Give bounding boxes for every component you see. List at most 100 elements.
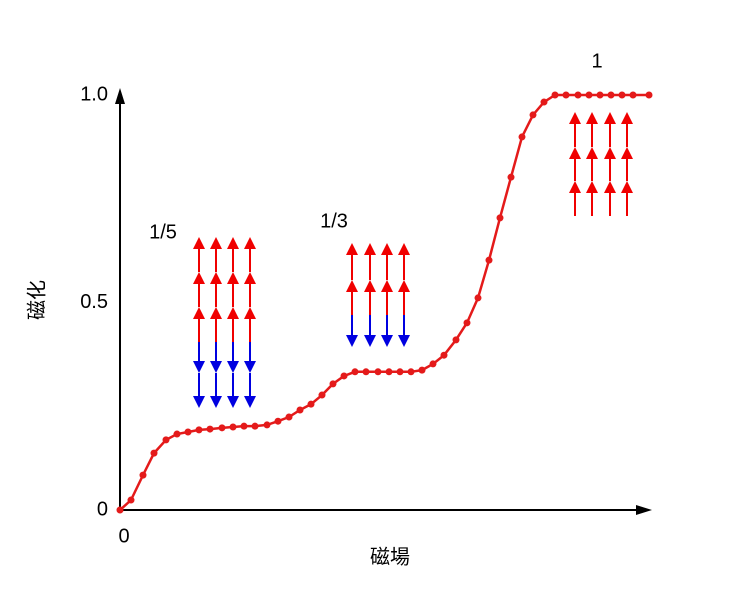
data-point: [195, 426, 203, 434]
spin-arrow-head: [193, 396, 205, 408]
spin-arrow-head: [193, 272, 205, 284]
spin-arrows: [346, 315, 410, 347]
data-point: [585, 91, 593, 99]
spin-arrow-head: [381, 243, 393, 255]
data-point: [418, 366, 426, 374]
spin-arrows: [569, 112, 633, 216]
data-point: [463, 319, 471, 327]
x-axis-arrow: [636, 505, 652, 515]
data-point: [485, 256, 493, 264]
spin-arrow-head: [621, 147, 633, 159]
axes: [115, 88, 652, 515]
annotation: 1/3: [320, 210, 348, 232]
data-point: [396, 368, 404, 376]
spin-arrow-head: [346, 243, 358, 255]
data-point: [562, 91, 570, 99]
spin-arrow-head: [398, 335, 410, 347]
spin-arrow-head: [586, 147, 598, 159]
data-point: [162, 436, 170, 444]
spin-arrow-head: [227, 237, 239, 249]
spin-arrow-head: [244, 307, 256, 319]
data-point: [139, 471, 147, 479]
data-point: [385, 368, 393, 376]
spin-arrow-head: [244, 361, 256, 373]
spin-arrow-head: [193, 237, 205, 249]
spin-arrow-head: [604, 112, 616, 124]
x-tick-label: 0: [118, 525, 129, 547]
data-point: [218, 424, 226, 432]
data-point: [362, 368, 370, 376]
spin-arrow-head: [586, 112, 598, 124]
data-point: [340, 372, 348, 380]
data-point: [318, 391, 326, 399]
x-axis-label: 磁場: [370, 545, 410, 568]
annotation: 1/5: [149, 221, 177, 243]
spin-arrows: [346, 243, 410, 315]
data-point: [429, 360, 437, 368]
data-point: [351, 368, 359, 376]
data-point: [496, 214, 504, 222]
spin-arrow-head: [621, 181, 633, 193]
data-point: [116, 506, 124, 514]
data-point: [474, 294, 482, 302]
spin-arrow-head: [193, 361, 205, 373]
data-point: [440, 351, 448, 359]
data-point: [540, 98, 548, 106]
spin-arrow-head: [244, 272, 256, 284]
data-point: [596, 91, 604, 99]
spin-arrows: [193, 342, 256, 408]
spin-arrow-head: [210, 307, 222, 319]
spin-arrow-head: [227, 396, 239, 408]
y-axis-arrow: [115, 88, 125, 104]
data-point: [407, 368, 415, 376]
data-point: [618, 91, 626, 99]
spin-arrow-head: [381, 280, 393, 292]
data-point: [374, 368, 382, 376]
spin-arrow-head: [364, 335, 376, 347]
spin-arrows: [193, 237, 256, 342]
data-point: [206, 425, 214, 433]
spin-arrow-head: [227, 307, 239, 319]
data-point: [274, 417, 282, 425]
data-point: [629, 91, 637, 99]
spin-arrow-head: [398, 243, 410, 255]
data-point: [184, 428, 192, 436]
data-point: [529, 111, 537, 119]
data-point: [150, 449, 158, 457]
spin-arrow-head: [569, 181, 581, 193]
spin-arrow-head: [244, 237, 256, 249]
data-point: [173, 430, 181, 438]
data-point: [518, 133, 526, 141]
data-point: [229, 423, 237, 431]
data-point: [574, 91, 582, 99]
spin-arrow-head: [346, 280, 358, 292]
spin-arrow-head: [227, 361, 239, 373]
y-axis-label: 磁化: [25, 280, 48, 320]
data-point: [251, 422, 259, 430]
spin-arrow-head: [586, 181, 598, 193]
spin-arrow-head: [210, 361, 222, 373]
annotation: 1: [591, 50, 602, 72]
data-point: [551, 91, 559, 99]
data-point: [507, 173, 515, 181]
y-tick-label: 0: [97, 498, 108, 520]
spin-arrow-head: [210, 237, 222, 249]
data-point: [607, 91, 615, 99]
spin-arrow-head: [621, 112, 633, 124]
spin-arrow-head: [210, 396, 222, 408]
data-point: [240, 422, 248, 430]
spin-arrow-head: [398, 280, 410, 292]
data-point: [285, 413, 293, 421]
data-point: [329, 380, 337, 388]
spin-arrow-head: [364, 243, 376, 255]
spin-arrow-head: [381, 335, 393, 347]
data-point: [263, 421, 271, 429]
spin-arrow-head: [569, 112, 581, 124]
spin-arrow-head: [364, 280, 376, 292]
data-point: [296, 406, 304, 414]
data-point: [307, 400, 315, 408]
spin-arrow-head: [244, 396, 256, 408]
spin-arrow-head: [227, 272, 239, 284]
